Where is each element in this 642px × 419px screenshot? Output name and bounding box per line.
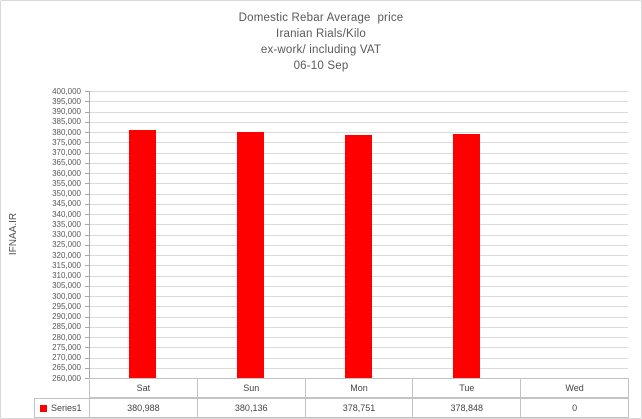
gridline [89,91,628,92]
chart-title-line-4: 06-10 Sep [293,60,349,72]
y-axis-tick-label: 270,000 [52,353,81,362]
y-axis-tick [85,193,89,195]
y-axis-tick-label: 390,000 [52,107,81,116]
y-axis-tick [85,132,89,133]
y-axis-tick-label: 400,000 [52,86,81,96]
y-axis-tick-label: 310,000 [52,271,81,280]
bar-sun [237,131,265,378]
y-axis-tick-label: 325,000 [52,240,81,250]
y-axis-tick [85,357,89,359]
y-axis-tick [85,152,89,154]
y-axis-tick-label: 355,000 [52,178,81,188]
y-axis-tick [85,378,89,379]
bar-sat [129,130,157,378]
y-axis-tick [85,316,89,318]
y-axis-tick [85,142,89,144]
y-axis-line [89,91,90,378]
y-axis-tick [85,111,89,113]
y-axis-tick [85,255,89,256]
bar-mon [345,134,372,378]
y-axis-tick-label: 395,000 [52,96,81,106]
y-axis-tick [85,275,89,277]
gridline [89,121,628,123]
series1-legend-swatch-icon [40,404,47,412]
y-axis-tick [85,203,89,205]
chart-title: Domestic Rebar Average price Iranian Ria… [1,10,641,74]
table-value-cell-sat: 380,988 [89,398,198,418]
y-axis-tick-label: 380,000 [52,127,81,137]
series1-legend-label: Series1 [51,403,82,413]
y-axis-tick [85,234,89,236]
y-axis-tick-label: 315,000 [52,260,81,270]
y-axis-tick-label: 280,000 [52,332,81,342]
y-axis-tick-label: 305,000 [52,281,81,291]
chart-title-line-2: Iranian Rials/Kilo [276,28,366,40]
table-category-cell-tue: Tue [412,378,522,398]
y-axis-tick [85,173,89,174]
chart-title-line-1: Domestic Rebar Average price [238,12,404,24]
y-axis-tick-label: 385,000 [52,117,81,127]
y-axis-tick [85,162,89,164]
y-axis-tick [85,91,89,92]
y-axis-tick [85,337,89,338]
y-axis-tick [85,367,89,369]
table-value-cell-tue: 378,848 [412,398,522,418]
y-axis-tick [85,285,89,287]
table-category-cell-wed: Wed [520,378,629,398]
y-axis-tick-label: 330,000 [52,230,81,239]
y-axis-tick [85,326,89,328]
y-axis-tick-label: 350,000 [52,189,81,198]
y-axis-tick-label: 260,000 [52,373,81,383]
y-axis-tick-label: 335,000 [52,219,81,229]
y-axis-tick-label: 290,000 [52,312,81,321]
y-axis-tick [85,296,89,297]
y-axis-tick [85,347,89,349]
bar-tue [452,134,480,378]
table-category-cell-mon: Mon [304,378,414,398]
table-value-cell-wed: 0 [520,398,629,418]
table-value-cell-mon: 378,751 [304,398,414,418]
y-axis-tick-label: 360,000 [52,168,81,178]
y-axis-tick-label: 365,000 [52,158,81,168]
gridline [89,101,628,103]
chart-title-line-3: ex-work/ including VAT [260,44,382,56]
y-axis-tick [85,306,89,308]
y-axis-tick-label: 340,000 [52,209,81,219]
table-category-cell-sun: Sun [196,378,306,398]
y-axis-tick [85,101,89,103]
y-axis-tick [85,265,89,267]
y-axis-tick-label: 375,000 [52,137,81,147]
y-axis-tick [85,121,89,123]
y-axis-tick [85,224,89,226]
y-axis-tick-label: 265,000 [52,363,81,373]
y-axis-tick-label: 300,000 [52,291,81,301]
y-axis-tick-label: 345,000 [52,199,81,209]
y-axis-tick [85,214,89,215]
y-axis-tick-label: 370,000 [52,148,81,157]
table-category-cell-sat: Sat [89,378,198,398]
y-axis-tick [85,244,89,246]
gridline [89,132,628,133]
legend-cell: Series1 [34,398,90,418]
y-axis-tick [85,183,89,185]
gridline [89,111,628,113]
y-axis-tick-label: 285,000 [52,322,81,332]
y-axis-tick-label: 295,000 [52,301,81,311]
y-axis-tick-label: 320,000 [52,250,81,260]
y-axis-tick-label: 275,000 [52,342,81,352]
table-value-cell-sun: 380,136 [196,398,306,418]
